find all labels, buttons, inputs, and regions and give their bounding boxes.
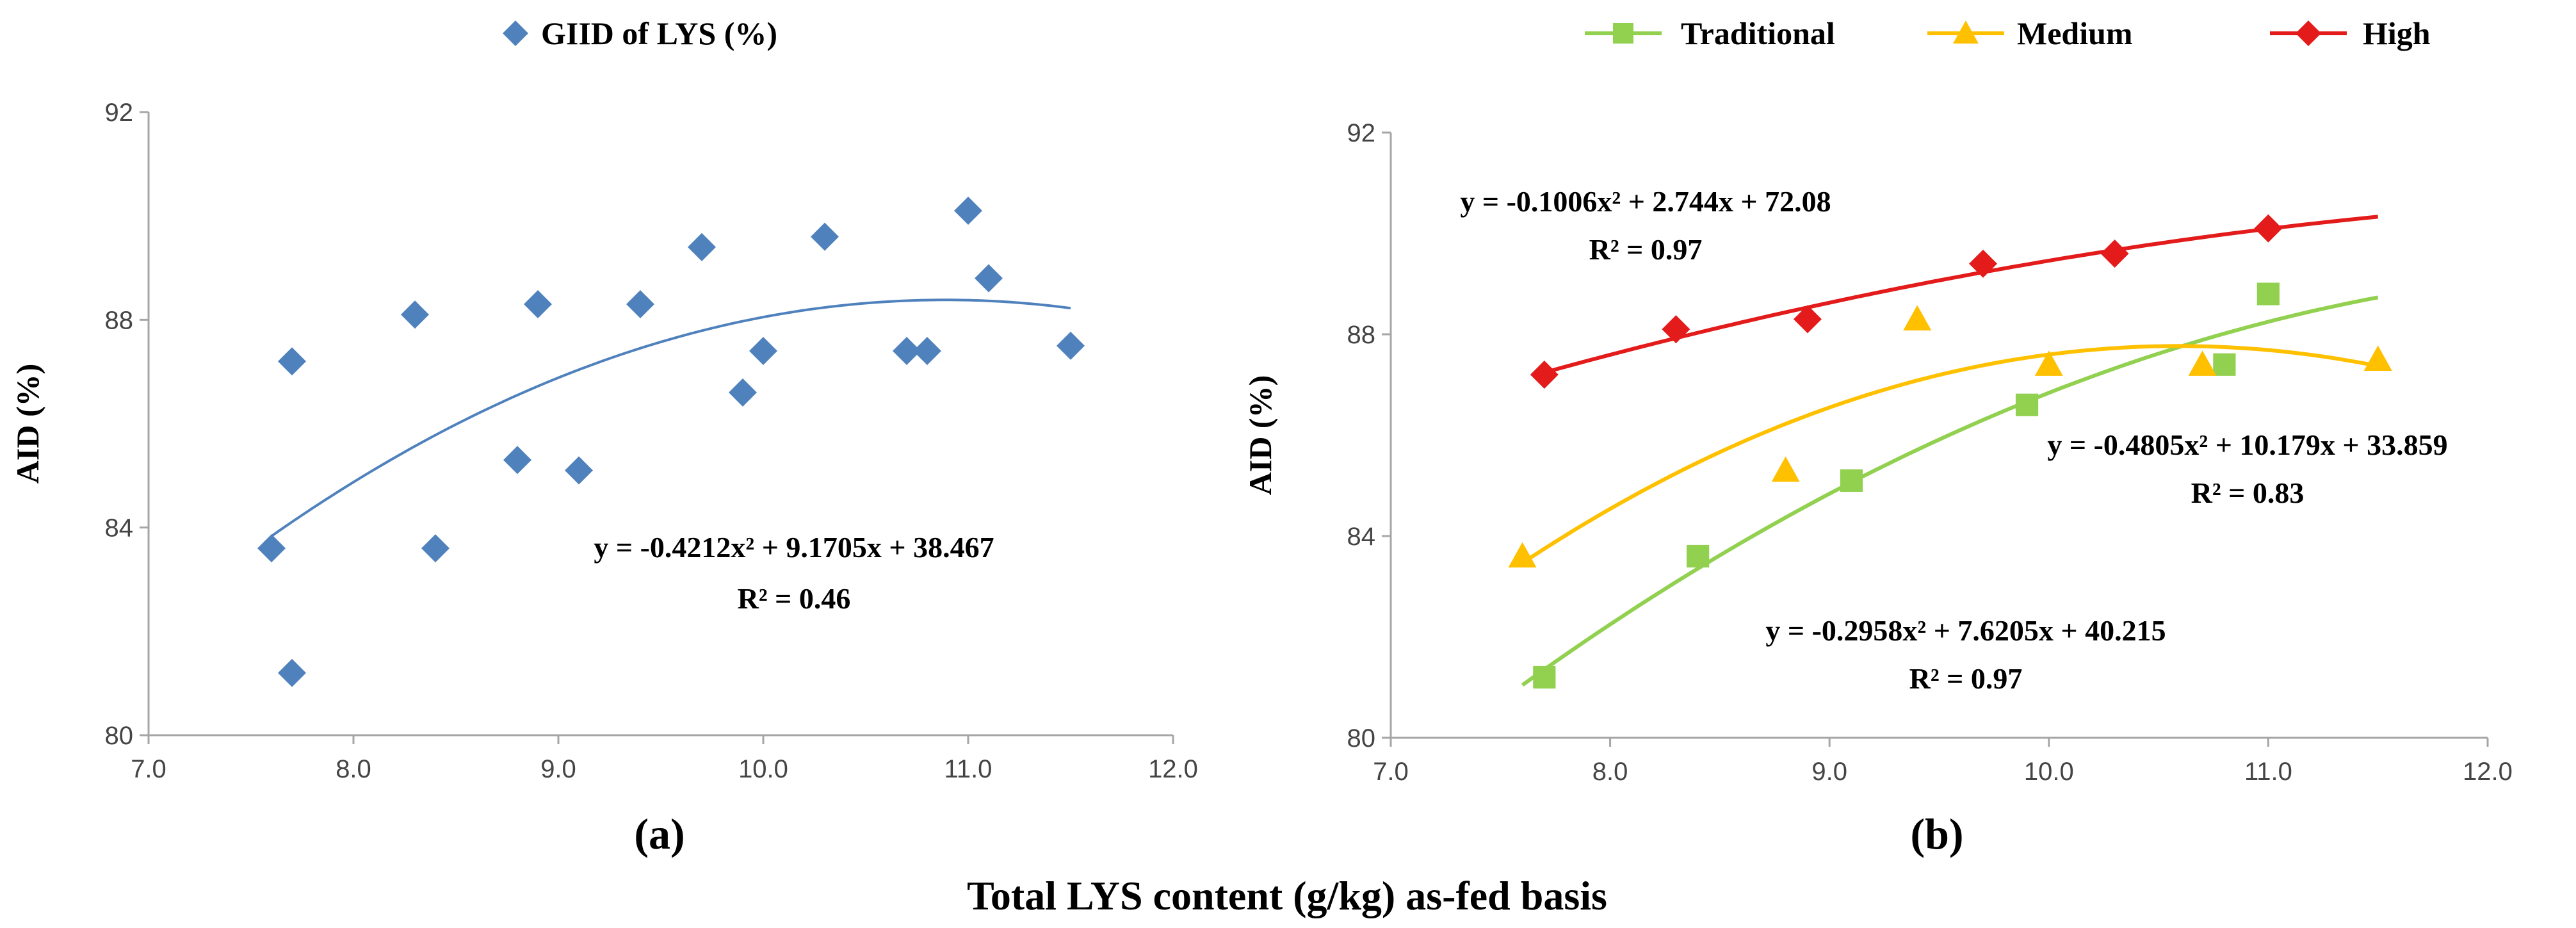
data-point <box>1687 544 1710 568</box>
data-point <box>2254 214 2283 243</box>
data-point <box>1533 665 1556 689</box>
x-tick-label: 12.0 <box>2463 758 2513 786</box>
data-point <box>2213 353 2236 376</box>
trend-equation: y = -0.1006x² + 2.744x + 72.08 <box>1460 185 1831 218</box>
data-point <box>626 290 654 319</box>
data-point <box>688 232 716 261</box>
trendline <box>1521 295 2379 687</box>
trendline <box>1544 215 2378 375</box>
legend-marker <box>2296 20 2321 46</box>
y-tick-label: 80 <box>1347 724 1376 753</box>
legend: GIID of LYS (%) <box>503 15 777 51</box>
data-point <box>2034 350 2063 376</box>
series-high <box>1530 214 2378 389</box>
panel-b: 80 84 88 92 7.0 8.0 9.0 10.0 11.0 12.0 AID (%) (b) y… <box>1242 15 2513 858</box>
x-tick-label: 9.0 <box>540 755 576 783</box>
legend-marker <box>503 20 528 46</box>
x-tick-label: 10.0 <box>738 755 788 783</box>
y-tick-label: 92 <box>105 99 134 127</box>
data-point <box>421 534 450 563</box>
data-point <box>954 197 982 225</box>
data-point <box>524 290 552 319</box>
y-tick-label: 92 <box>1347 119 1376 147</box>
data-point <box>2015 393 2039 416</box>
trend-equation: y = -0.2958x² + 7.6205x + 40.215 <box>1765 614 2166 647</box>
r-squared: R² = 0.97 <box>1909 662 2023 695</box>
legend-label: GIID of LYS (%) <box>541 15 777 51</box>
data-point <box>2256 282 2280 305</box>
legend-label: Medium <box>2017 15 2133 51</box>
data-point <box>401 300 429 329</box>
r-squared: R² = 0.97 <box>1589 233 1703 266</box>
x-tick-label: 10.0 <box>2024 758 2074 786</box>
x-tick-label: 9.0 <box>1811 758 1847 786</box>
data-point <box>2100 240 2129 268</box>
x-axis-label: Total LYS content (g/kg) as-fed basis <box>967 873 1607 918</box>
y-axis-label: AID (%) <box>1242 375 1278 495</box>
data-point <box>2188 350 2217 376</box>
data-point <box>1903 305 1932 330</box>
data-point <box>893 336 921 365</box>
data-point <box>975 264 1003 293</box>
panel-label: (a) <box>634 810 685 858</box>
legend-marker <box>1953 20 1979 44</box>
r-squared: R² = 0.46 <box>738 582 851 615</box>
data-point <box>1057 331 1085 360</box>
x-tick-label: 7.0 <box>1373 758 1409 786</box>
data-point <box>1840 469 1863 492</box>
data-point <box>1771 456 1800 482</box>
panel-a: 80 84 88 92 7.0 8.0 9.0 10.0 11.0 12.0 AID (%) (a) y… <box>10 15 1198 858</box>
data-point <box>257 534 286 563</box>
y-tick-label: 80 <box>105 722 134 750</box>
x-tick-label: 8.0 <box>336 755 371 783</box>
legend-marker <box>1613 23 1633 44</box>
x-tick-label: 8.0 <box>1592 758 1628 786</box>
r-squared: R² = 0.83 <box>2191 476 2305 509</box>
trendline <box>270 298 1071 537</box>
x-tick-label: 12.0 <box>1148 755 1198 783</box>
data-point <box>1508 542 1537 568</box>
data-point <box>913 336 941 365</box>
data-point <box>278 347 306 376</box>
data-point <box>811 222 839 251</box>
panel-label: (b) <box>1910 810 1963 858</box>
trendline <box>1521 344 2379 565</box>
trend-equation: y = -0.4212x² + 9.1705x + 38.467 <box>594 531 994 564</box>
series-medium <box>1508 305 2392 568</box>
data-point <box>503 446 531 475</box>
data-point <box>1662 315 1690 344</box>
data-point <box>1969 249 1998 278</box>
legend-label: High <box>2363 15 2431 51</box>
x-tick-label: 11.0 <box>2244 758 2292 786</box>
y-axis-label: AID (%) <box>10 364 45 484</box>
y-tick-label: 84 <box>1347 523 1376 551</box>
legend-label: Traditional <box>1681 15 1835 51</box>
data-point <box>729 378 757 407</box>
y-tick-label: 88 <box>105 306 134 334</box>
trend-equation: y = -0.4805x² + 10.179x + 33.859 <box>2047 428 2447 461</box>
data-point <box>1793 305 1822 334</box>
data-point <box>565 456 593 485</box>
series-giid-of-lys <box>257 197 1085 687</box>
data-point <box>2363 345 2392 371</box>
data-point <box>1530 361 1559 389</box>
legend: Traditional Medium High <box>1585 15 2431 51</box>
y-tick-label: 88 <box>1347 321 1376 349</box>
x-tick-label: 11.0 <box>944 755 992 783</box>
series-traditional <box>1521 282 2379 689</box>
data-point <box>278 658 306 687</box>
data-point <box>749 336 777 365</box>
x-tick-label: 7.0 <box>131 755 166 783</box>
y-tick-label: 84 <box>105 514 134 542</box>
